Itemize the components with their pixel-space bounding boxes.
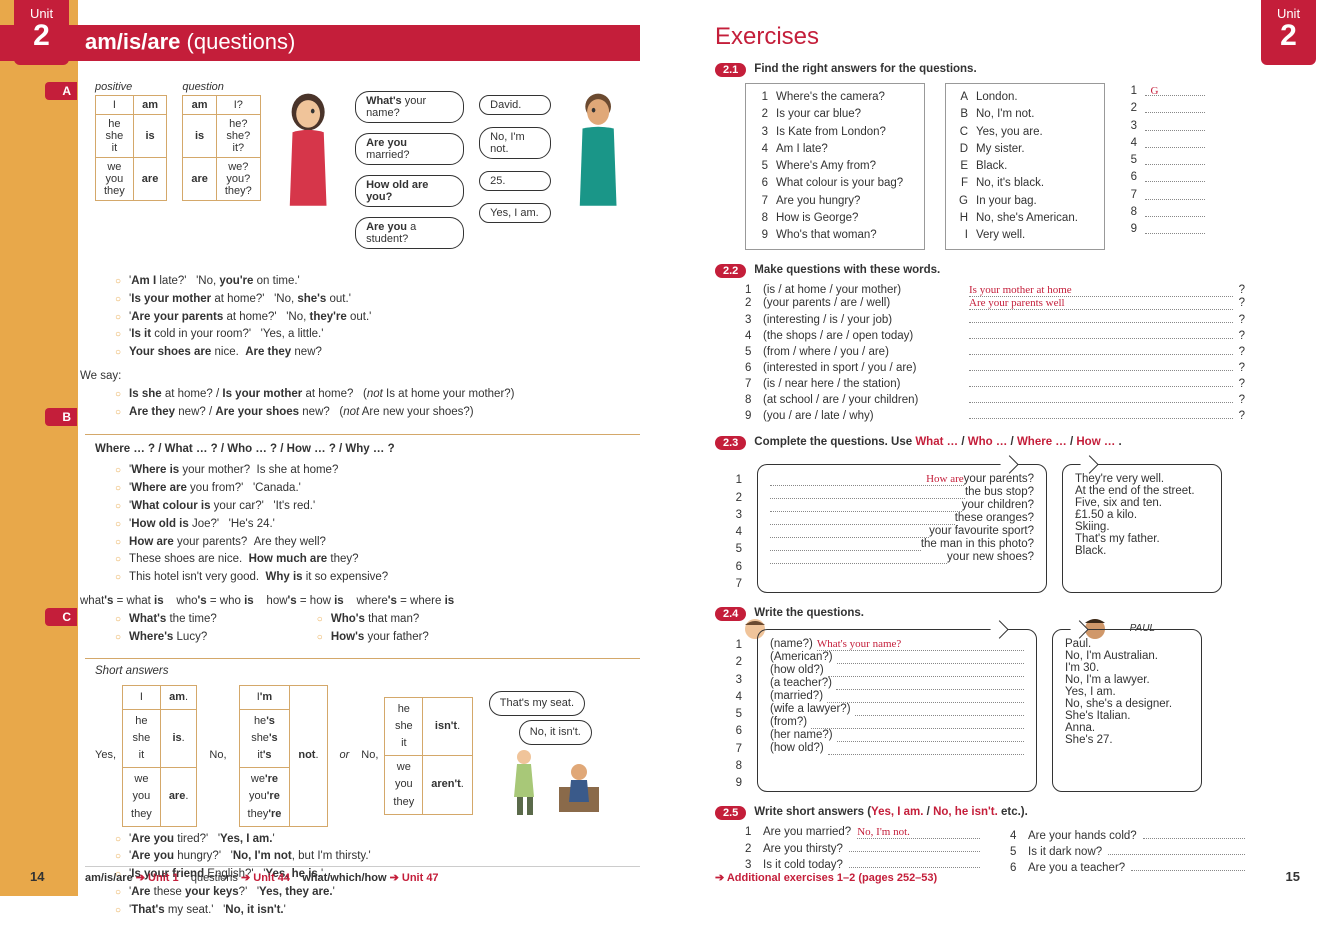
unit-number: 2 [14, 21, 69, 51]
section-tab-b: B [45, 408, 77, 426]
bubble-l3: How old are you? [355, 175, 464, 207]
section-tab-a: A [45, 82, 77, 100]
we-say: We say: [80, 368, 630, 386]
section-c: Short answers Yes, Iam.hesheitis.weyouth… [85, 658, 640, 925]
ex-2-1: 2.1Find the right answers for the questi… [715, 63, 1245, 250]
section-a-panel: positive Iam hesheitis weyoutheyare ques… [85, 71, 640, 261]
positive-header: positive [95, 81, 167, 95]
bubble-seat2: No, it isn't. [519, 720, 592, 745]
left-page: Unit 2 am/is/are (questions) A positive … [0, 0, 665, 896]
ex-2-3: 2.3Complete the questions. Use What … / … [715, 436, 1245, 593]
page-num-right: 15 [1286, 869, 1300, 884]
left-footer: am/is/are ➔ Unit 1 questions ➔ Unit 44 w… [85, 866, 640, 884]
ex21-blanks: 1 G23456789 [1125, 83, 1205, 250]
ex-2-5: 2.5Write short answers (Yes, I am. / No,… [715, 806, 1245, 874]
page-spread: Unit 2 am/is/are (questions) A positive … [0, 0, 1330, 896]
page-title: am/is/are (questions) [0, 25, 640, 61]
positive-table: Iam hesheitis weyoutheyare [95, 95, 167, 201]
bubble-seat1: That's my seat. [489, 691, 585, 716]
right-page: Unit 2 Exercises 2.1Find the right answe… [665, 0, 1330, 896]
unit-tab-left: Unit 2 [14, 0, 69, 65]
unit-tab-right: Unit 2 [1261, 0, 1316, 65]
ex21-answers: ALondon.BNo, I'm not.CYes, you are.DMy s… [945, 83, 1105, 250]
section-b-heading: Where … ? / What … ? / Who … ? / How … ?… [95, 441, 630, 459]
bubble-r1: David. [479, 95, 551, 115]
bubble-l1: What's your name? [355, 91, 464, 123]
question-table: amI? ishe?she?it? arewe?you?they? [182, 95, 260, 201]
ex-2-4: 2.4Write the questions. PAUL 123456789 (… [715, 607, 1245, 792]
question-header: question [182, 81, 260, 95]
section-c-heading: Short answers [95, 663, 630, 681]
bubble-r4: Yes, I am. [479, 203, 551, 223]
section-b: Where … ? / What … ? / Who … ? / How … ?… [85, 434, 640, 653]
woman-illustration [276, 81, 340, 211]
bubble-r3: 25. [479, 171, 551, 191]
ex21-questions: 1Where's the camera?2Is your car blue?3I… [745, 83, 925, 250]
man-illustration [566, 81, 630, 211]
ex-2-2: 2.2Make questions with these words. 1(is… [715, 264, 1245, 422]
section-a-examples: 'Am I late?' 'No, you're on time.' 'Is y… [85, 271, 640, 428]
exercises-title: Exercises [715, 23, 1245, 51]
bubble-l2: Are you married? [355, 133, 464, 165]
right-footer: ➔ Additional exercises 1–2 (pages 252–53… [715, 871, 1245, 884]
bubble-l4: Are you a student? [355, 217, 464, 249]
page-num-left: 14 [30, 869, 44, 884]
section-tab-c: C [45, 608, 77, 626]
seat-illustration [489, 747, 619, 817]
bubble-r2: No, I'm not. [479, 127, 551, 159]
